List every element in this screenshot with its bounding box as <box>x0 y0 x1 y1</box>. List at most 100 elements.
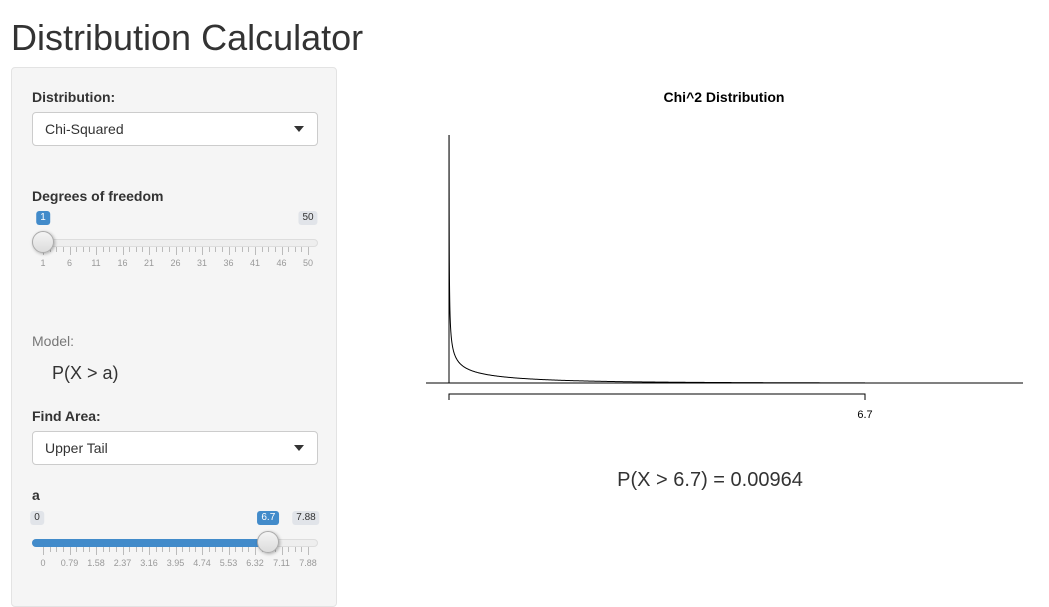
a-slider-tick <box>155 547 157 552</box>
a-slider-tick-label: 4.74 <box>193 558 211 568</box>
df-slider-tick <box>215 247 217 252</box>
a-slider-tick <box>76 547 78 552</box>
df-slider-tick <box>56 247 58 252</box>
a-slider-max-badge: 7.88 <box>292 511 320 525</box>
distribution-select-value: Chi-Squared <box>45 121 124 137</box>
model-label: Model: <box>32 333 75 349</box>
distribution-label: Distribution: <box>32 89 116 105</box>
df-slider-tick <box>281 247 283 255</box>
df-slider-tick <box>288 247 290 252</box>
a-slider-tick <box>69 547 71 555</box>
df-slider-track[interactable] <box>32 239 318 247</box>
a-slider-tick <box>149 547 150 555</box>
a-slider-tick <box>208 547 210 552</box>
df-slider-tick-label: 21 <box>143 258 155 268</box>
a-slider-tick <box>241 547 243 552</box>
df-slider-tick <box>149 247 150 255</box>
a-slider-tick <box>122 547 124 555</box>
a-slider-tick <box>142 547 144 552</box>
a-slider-fill <box>32 539 269 547</box>
df-slider-handle[interactable] <box>32 231 54 253</box>
df-slider-tick <box>228 247 230 255</box>
df-slider-tick <box>261 247 263 252</box>
df-slider-tick-label: 16 <box>117 258 128 268</box>
a-slider-tick <box>228 547 230 555</box>
df-slider-tick <box>308 247 309 255</box>
df-slider-tick <box>255 247 256 255</box>
a-slider-tick <box>62 547 64 552</box>
df-slider-tick-label: 31 <box>196 258 208 268</box>
a-slider-tick-label: 2.37 <box>113 558 132 568</box>
a-slider-tick-label: 5.53 <box>219 558 238 568</box>
find-area-select[interactable]: Upper Tail <box>32 431 318 465</box>
df-slider-tick <box>301 247 303 252</box>
chevron-down-icon <box>294 126 304 132</box>
df-slider-tick <box>175 247 177 255</box>
df-slider-tick <box>208 247 210 252</box>
a-slider-tick-label: 7.11 <box>273 558 290 568</box>
density-plot: 6.7 <box>426 135 1023 421</box>
a-slider-tick <box>281 547 283 555</box>
df-slider-tick-label: 36 <box>223 258 234 268</box>
distribution-select[interactable]: Chi-Squared <box>32 112 318 146</box>
df-slider-max-badge: 50 <box>298 211 318 225</box>
df-slider-tick <box>82 247 84 252</box>
a-slider-tick-label: 0 <box>40 558 46 568</box>
a-slider-tick <box>43 547 44 555</box>
df-slider[interactable]: 50 1 1 6 11 16 21 26 31 36 41 46 50 <box>32 211 318 281</box>
a-slider-tick-label: 1.58 <box>87 558 105 568</box>
a-slider-tick-label: 6.32 <box>246 558 264 568</box>
density-curve <box>448 135 865 384</box>
a-slider-tick-label: 7.88 <box>299 558 317 568</box>
df-slider-tick <box>235 247 237 252</box>
a-slider-tick <box>56 547 58 552</box>
df-slider-tick <box>274 247 276 252</box>
df-slider-tick <box>202 247 203 255</box>
a-slider-tick <box>162 547 164 552</box>
df-slider-ticks <box>32 247 318 257</box>
plot-title: Chi^2 Distribution <box>663 89 785 105</box>
find-area-select-value: Upper Tail <box>45 440 108 456</box>
df-slider-tick-label: 41 <box>249 258 261 268</box>
df-slider-tick-label: 6 <box>66 258 73 268</box>
a-slider-tick <box>89 547 91 552</box>
a-slider[interactable]: 0 7.88 6.7 0 0.79 1.58 2.37 3.16 3.95 4.74 5.53… <box>30 511 320 581</box>
a-label: a <box>32 487 40 503</box>
df-slider-tick-label: 11 <box>91 258 101 268</box>
df-slider-tick <box>168 247 170 252</box>
df-slider-tick <box>129 247 131 252</box>
a-slider-tick <box>188 547 190 552</box>
df-slider-tick <box>294 247 296 252</box>
df-slider-tick <box>155 247 157 252</box>
chevron-down-icon <box>294 445 304 451</box>
a-slider-tick <box>248 547 250 552</box>
df-slider-tick <box>268 247 270 252</box>
df-slider-tick <box>89 247 91 252</box>
a-slider-tick <box>182 547 184 552</box>
a-slider-tick <box>235 547 237 552</box>
a-slider-tick-label: 0.79 <box>60 558 79 568</box>
a-slider-tick <box>135 547 137 552</box>
sidebar-panel: Distribution: Chi-Squared Degrees of fre… <box>11 67 337 607</box>
a-slider-tick <box>301 547 303 552</box>
a-slider-handle[interactable] <box>257 531 280 553</box>
a-slider-tick <box>202 547 203 555</box>
a-slider-tick <box>168 547 170 552</box>
df-slider-tick-label: 50 <box>302 258 314 268</box>
model-formula: P(X > a) <box>52 363 119 383</box>
a-slider-tick <box>294 547 296 552</box>
a-slider-tick <box>102 547 104 552</box>
df-slider-tick <box>182 247 184 252</box>
a-slider-tick <box>115 547 117 552</box>
a-slider-tick-label: 3.95 <box>166 558 185 568</box>
df-slider-tick <box>102 247 104 252</box>
a-slider-tick <box>129 547 131 552</box>
axis-bracket <box>448 393 866 400</box>
a-slider-tick <box>255 547 256 555</box>
df-slider-tick-label: 46 <box>276 258 287 268</box>
df-slider-tick <box>195 247 197 252</box>
df-slider-tick <box>115 247 117 252</box>
a-slider-tick <box>288 547 290 552</box>
df-slider-tick <box>142 247 144 252</box>
a-slider-tick <box>49 547 51 552</box>
